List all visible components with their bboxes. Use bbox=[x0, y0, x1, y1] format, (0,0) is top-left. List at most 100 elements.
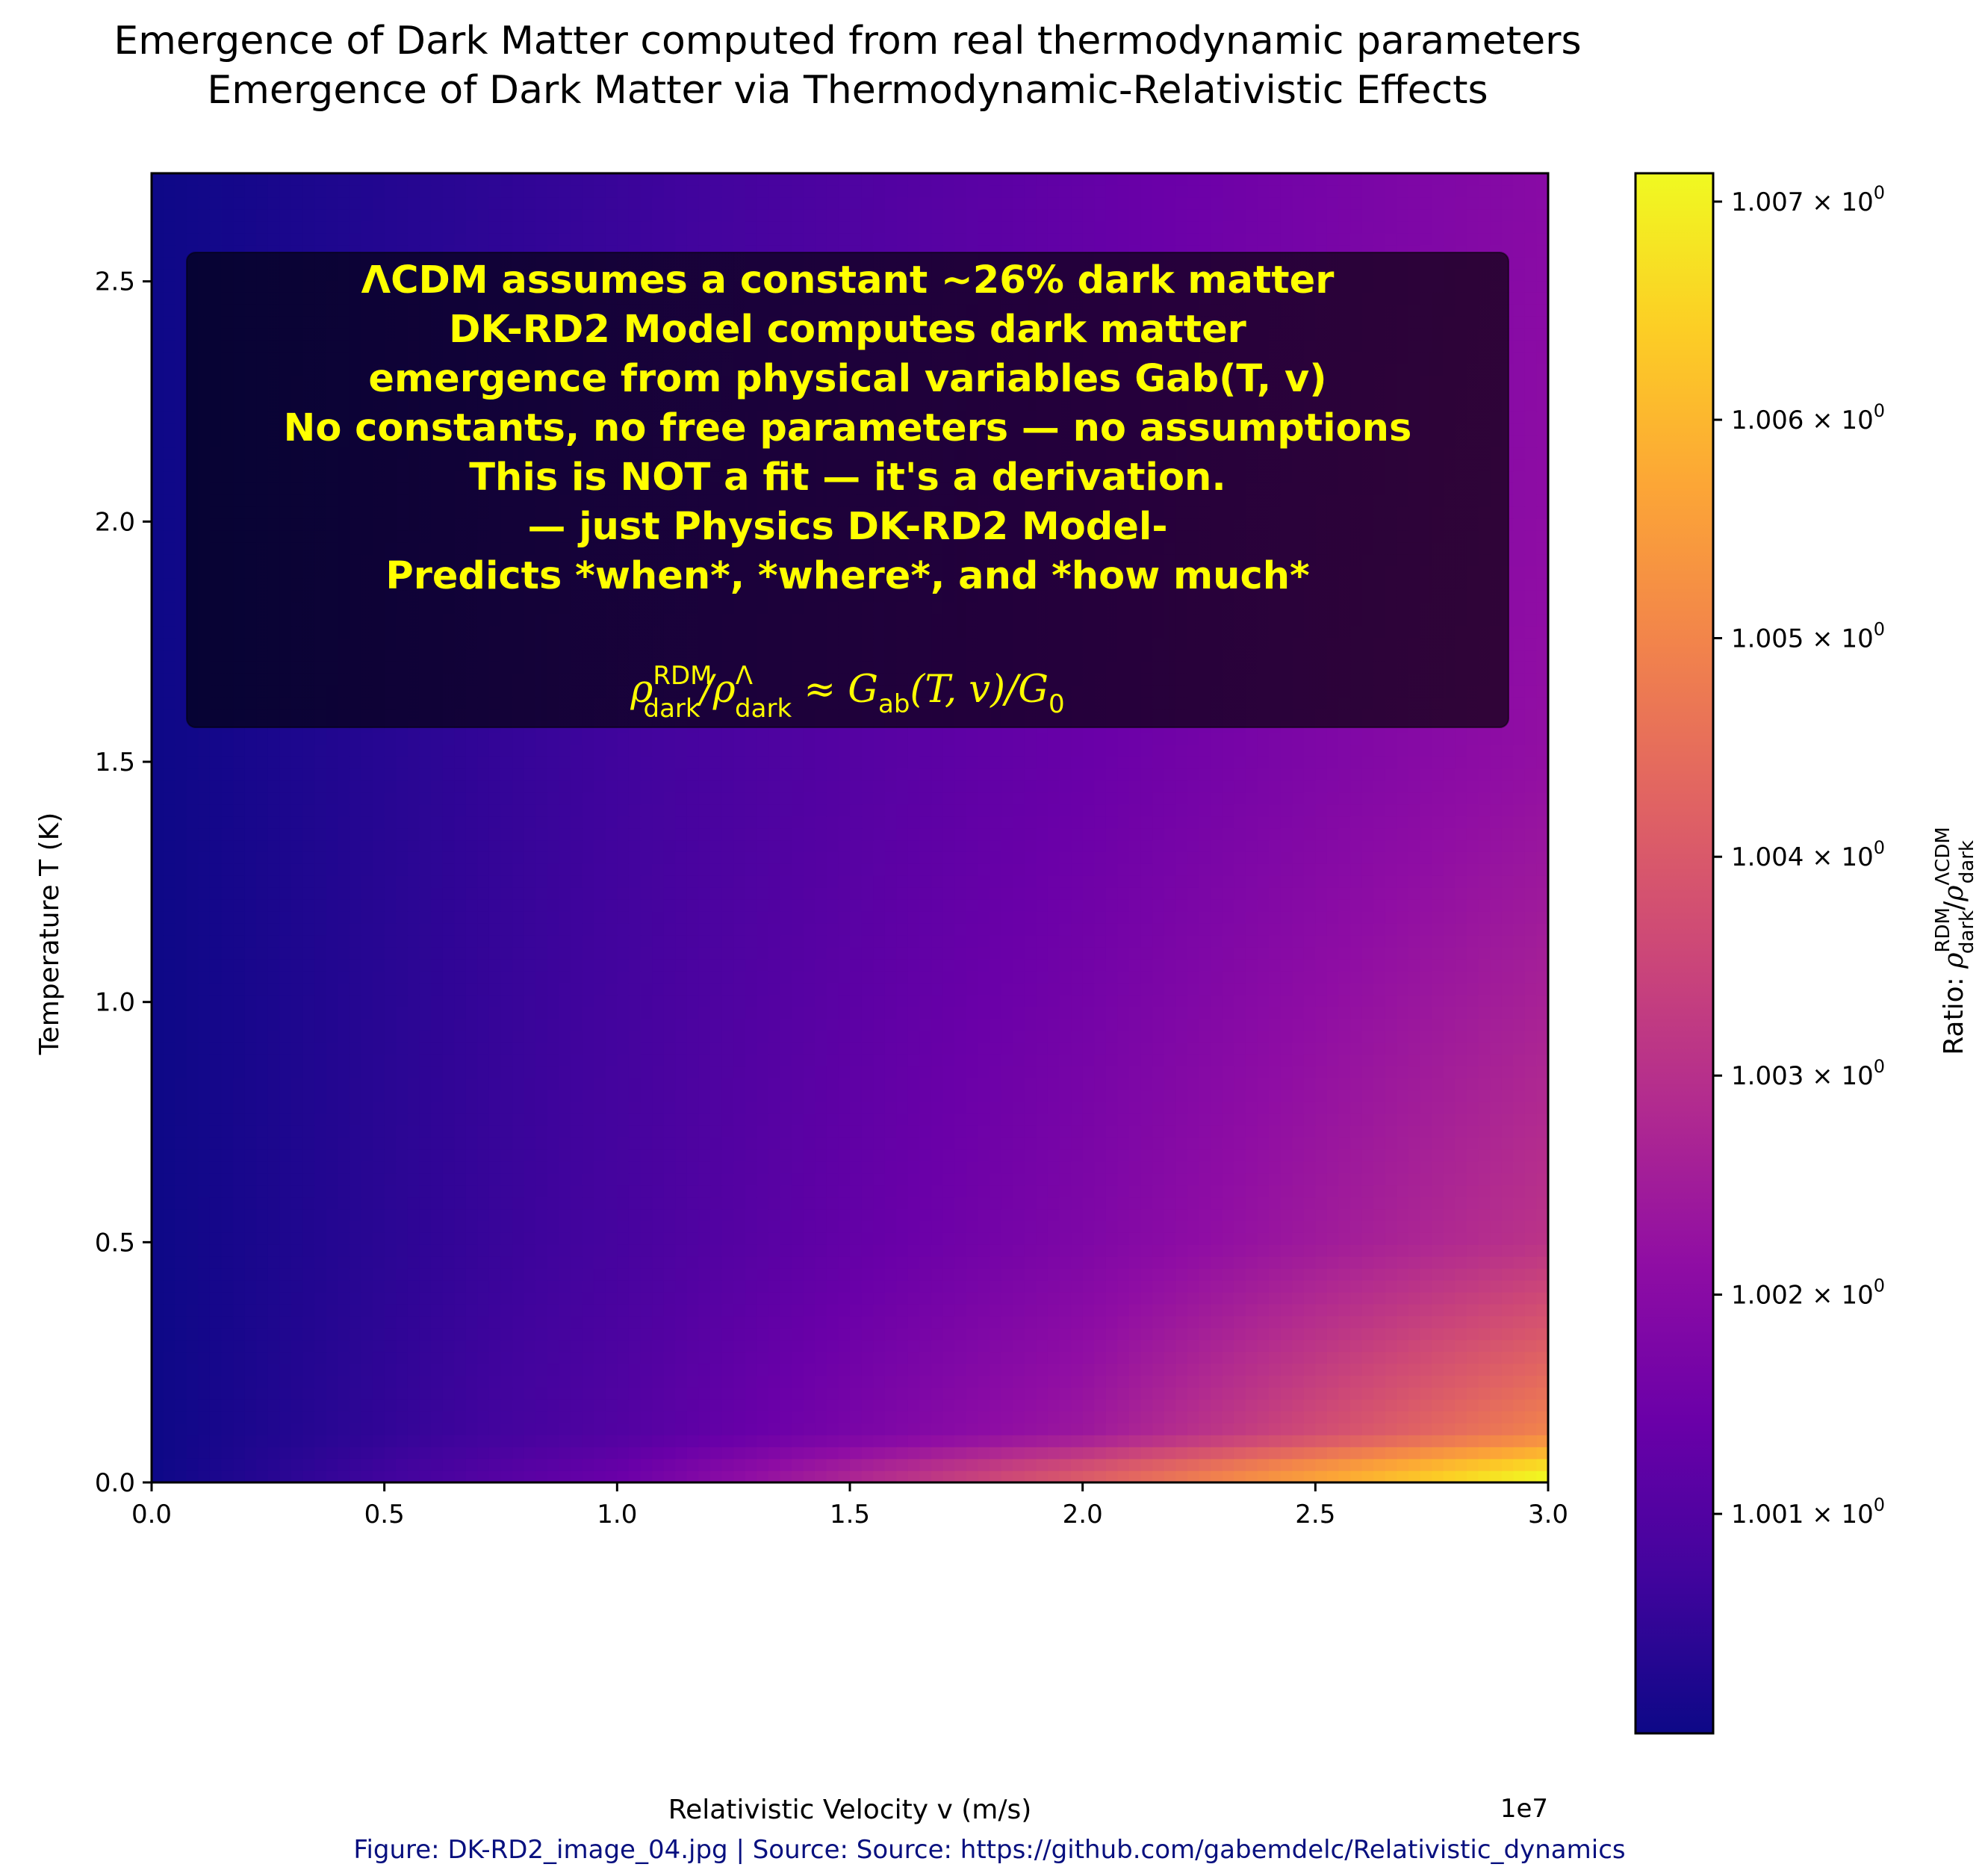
heatmap-cell bbox=[1245, 1303, 1258, 1317]
heatmap-cell bbox=[907, 1411, 921, 1423]
heatmap-cell bbox=[1036, 1399, 1049, 1411]
heatmap-cell bbox=[1175, 1113, 1188, 1126]
heatmap-cell bbox=[1408, 1351, 1421, 1364]
heatmap-cell bbox=[1257, 1149, 1270, 1162]
heatmap-cell bbox=[1280, 1244, 1293, 1257]
heatmap-cell bbox=[617, 1125, 630, 1138]
heatmap-cell bbox=[907, 1423, 921, 1435]
heatmap-cell bbox=[535, 1447, 548, 1459]
heatmap-cell bbox=[1129, 1042, 1142, 1055]
heatmap-cell bbox=[1292, 1149, 1305, 1162]
heatmap-cell bbox=[1280, 1078, 1293, 1090]
heatmap-cell bbox=[686, 1447, 700, 1459]
heatmap-cell bbox=[1408, 1220, 1421, 1233]
heatmap-cell bbox=[850, 1208, 863, 1221]
heatmap-cell bbox=[488, 982, 502, 996]
heatmap-cell bbox=[1187, 1232, 1200, 1245]
heatmap-cell bbox=[1338, 1078, 1351, 1090]
heatmap-cell bbox=[1385, 1149, 1398, 1162]
heatmap-cell bbox=[1292, 1363, 1305, 1376]
heatmap-cell bbox=[1524, 1470, 1538, 1483]
heatmap-cell bbox=[1187, 1435, 1200, 1447]
heatmap-cell bbox=[1490, 1066, 1503, 1078]
heatmap-cell bbox=[1036, 1303, 1049, 1317]
heatmap-cell bbox=[1373, 1090, 1386, 1102]
heatmap-cell bbox=[745, 1351, 757, 1364]
heatmap-cell bbox=[686, 1411, 700, 1423]
heatmap-cell bbox=[884, 1137, 897, 1150]
heatmap-cell bbox=[500, 1280, 513, 1293]
heatmap-cell bbox=[1478, 1208, 1491, 1221]
heatmap-cell bbox=[1326, 1125, 1340, 1138]
heatmap-cell bbox=[931, 1161, 944, 1174]
heatmap-cell bbox=[1152, 1090, 1165, 1102]
heatmap-cell bbox=[454, 1030, 467, 1043]
heatmap-cell bbox=[745, 1303, 757, 1317]
heatmap-cell bbox=[1513, 1149, 1526, 1162]
heatmap-cell bbox=[1501, 1208, 1514, 1221]
heatmap-cell bbox=[896, 1232, 909, 1245]
heatmap-cell bbox=[1152, 1078, 1165, 1090]
heatmap-cell bbox=[454, 1042, 467, 1055]
heatmap-cell bbox=[419, 1399, 432, 1411]
heatmap-cell bbox=[710, 1042, 723, 1055]
heatmap-cell bbox=[1408, 1375, 1421, 1388]
heatmap-cell bbox=[792, 994, 804, 1007]
heatmap-cell bbox=[1234, 1363, 1246, 1376]
heatmap-cell bbox=[640, 1423, 653, 1435]
heatmap-cell bbox=[221, 1149, 234, 1162]
heatmap-cell bbox=[1001, 994, 1013, 1007]
heatmap-cell bbox=[571, 1303, 583, 1317]
heatmap-cell bbox=[896, 1172, 909, 1186]
heatmap-cell bbox=[954, 1339, 967, 1352]
heatmap-cell bbox=[1071, 1280, 1084, 1293]
heatmap-cell bbox=[209, 1078, 223, 1090]
heatmap-cell bbox=[721, 1054, 734, 1066]
heatmap-cell bbox=[907, 1280, 921, 1293]
heatmap-cell bbox=[1071, 1459, 1084, 1471]
heatmap-cell bbox=[209, 1411, 223, 1423]
heatmap-cell bbox=[757, 1280, 769, 1293]
heatmap-cell bbox=[1001, 1196, 1013, 1210]
heatmap-cell bbox=[768, 1303, 781, 1317]
heatmap-cell bbox=[582, 1161, 594, 1174]
heatmap-cell bbox=[1199, 1030, 1211, 1043]
heatmap-cell bbox=[1199, 1102, 1211, 1114]
heatmap-cell bbox=[465, 982, 478, 996]
heatmap-cell bbox=[826, 1435, 839, 1447]
heatmap-cell bbox=[314, 1090, 327, 1102]
heatmap-cell bbox=[1164, 1256, 1176, 1269]
heatmap-cell bbox=[896, 1459, 909, 1471]
heatmap-cell bbox=[757, 1470, 769, 1483]
heatmap-cell bbox=[803, 1137, 816, 1150]
heatmap-cell bbox=[1059, 1030, 1072, 1043]
heatmap-cell bbox=[1397, 1018, 1409, 1031]
heatmap-cell bbox=[1501, 1149, 1514, 1162]
heatmap-cell bbox=[1211, 1184, 1223, 1198]
heatmap-cell bbox=[1455, 1125, 1467, 1138]
heatmap-cell bbox=[442, 1470, 455, 1483]
heatmap-cell bbox=[431, 1018, 444, 1031]
heatmap-cell bbox=[1513, 1161, 1526, 1174]
heatmap-cell bbox=[873, 1327, 886, 1341]
heatmap-cell bbox=[233, 1375, 246, 1388]
heatmap-cell bbox=[652, 1327, 665, 1341]
heatmap-cell bbox=[1443, 1363, 1456, 1376]
heatmap-cell bbox=[896, 1447, 909, 1459]
heatmap-cell bbox=[640, 1315, 653, 1329]
heatmap-cell bbox=[675, 1066, 688, 1078]
heatmap-cell bbox=[338, 1208, 350, 1221]
heatmap-cell bbox=[1234, 1327, 1246, 1341]
heatmap-cell bbox=[1211, 1375, 1223, 1388]
heatmap-cell bbox=[1280, 1232, 1293, 1245]
heatmap-cell bbox=[803, 1268, 816, 1281]
heatmap-cell bbox=[1338, 1351, 1351, 1364]
heatmap-cell bbox=[267, 1280, 281, 1293]
heatmap-cell bbox=[209, 1459, 223, 1471]
heatmap-cell bbox=[931, 1090, 944, 1102]
heatmap-cell bbox=[1443, 1006, 1456, 1019]
heatmap-cell bbox=[990, 1375, 1002, 1388]
heatmap-cell bbox=[233, 1161, 246, 1174]
heatmap-cell bbox=[582, 1327, 594, 1341]
heatmap-cell bbox=[1513, 1303, 1526, 1317]
